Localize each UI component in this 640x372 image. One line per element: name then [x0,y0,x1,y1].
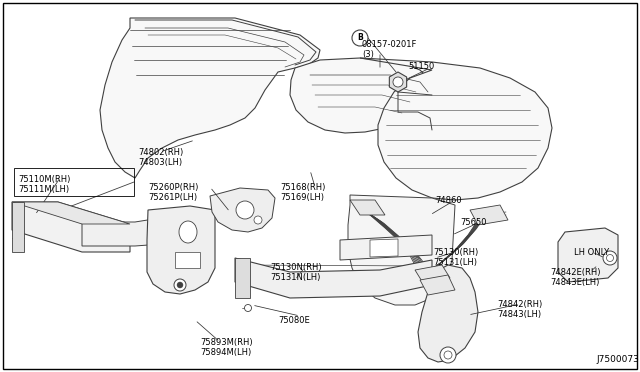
Text: 51150: 51150 [408,62,435,71]
Text: B: B [357,33,363,42]
Polygon shape [12,202,130,252]
Text: 75893M(RH)
75894M(LH): 75893M(RH) 75894M(LH) [200,338,253,357]
Bar [14,168,134,196]
Text: 74842(RH)
74843(LH): 74842(RH) 74843(LH) [497,300,542,320]
Polygon shape [175,252,200,268]
Circle shape [254,216,262,224]
Polygon shape [147,206,215,294]
Circle shape [607,254,614,262]
Circle shape [352,30,368,46]
Circle shape [603,251,617,265]
Text: 75130(RH)
75131(LH): 75130(RH) 75131(LH) [433,248,478,267]
Text: 75080E: 75080E [278,316,310,325]
Text: 75168(RH)
75169(LH): 75168(RH) 75169(LH) [280,183,325,202]
Ellipse shape [179,221,197,243]
Polygon shape [348,195,455,305]
Polygon shape [12,202,130,224]
Text: 74802(RH)
74803(LH): 74802(RH) 74803(LH) [138,148,183,167]
Circle shape [393,77,403,87]
Polygon shape [290,58,432,133]
Polygon shape [210,188,275,232]
Polygon shape [370,239,398,257]
Text: 74860: 74860 [435,196,461,205]
Polygon shape [350,200,385,215]
Polygon shape [235,258,250,298]
Circle shape [174,279,186,291]
Text: 75130N(RH)
75131N(LH): 75130N(RH) 75131N(LH) [270,263,322,282]
Polygon shape [470,205,508,225]
Polygon shape [82,215,188,246]
Polygon shape [360,58,552,200]
Circle shape [244,305,252,311]
Polygon shape [100,18,320,178]
Text: LH ONLY: LH ONLY [574,248,609,257]
Text: 08157-0201F
(3): 08157-0201F (3) [362,40,417,60]
Text: 74842E(RH)
74843E(LH): 74842E(RH) 74843E(LH) [550,268,600,288]
Circle shape [444,351,452,359]
Circle shape [236,201,254,219]
Polygon shape [415,265,450,283]
Text: 75650: 75650 [460,218,486,227]
Polygon shape [340,235,432,260]
Polygon shape [389,72,406,92]
Text: J7500073: J7500073 [596,355,639,364]
Polygon shape [12,202,24,252]
Polygon shape [420,275,455,295]
Circle shape [440,347,456,363]
Text: 75260P(RH)
75261P(LH): 75260P(RH) 75261P(LH) [148,183,198,202]
Polygon shape [235,258,432,298]
Circle shape [177,282,183,288]
Polygon shape [558,228,618,282]
Text: 75110M(RH)
75111M(LH): 75110M(RH) 75111M(LH) [18,175,70,195]
Polygon shape [418,265,478,362]
